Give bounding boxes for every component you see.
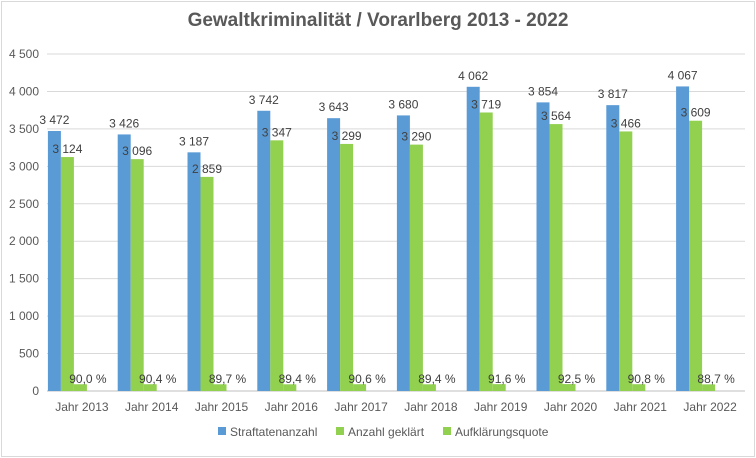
bar-aufklaerungsquote <box>143 384 157 391</box>
data-label-aufklaerungsquote: 89,7 % <box>209 372 247 386</box>
x-tick-label: Jahr 2021 <box>614 400 668 414</box>
bar-aufklaerungsquote <box>213 384 227 391</box>
x-tick-label: Jahr 2020 <box>544 400 598 414</box>
bar-anzahl-geklaert <box>479 112 493 391</box>
data-label-anzahl-geklaert: 3 466 <box>611 116 641 130</box>
bar-aufklaerungsquote <box>422 384 436 391</box>
legend-anzahl-geklaert-swatch <box>336 427 344 435</box>
bar-straftatenanzahl <box>466 86 480 391</box>
y-tick-label: 4 500 <box>9 47 39 61</box>
data-label-anzahl-geklaert: 3 609 <box>681 106 711 120</box>
y-tick-label: 1 500 <box>9 272 39 286</box>
bar-aufklaerungsquote <box>73 384 87 391</box>
data-label-aufklaerungsquote: 88,7 % <box>697 372 735 386</box>
y-tick-label: 0 <box>32 384 39 398</box>
x-tick-label: Jahr 2018 <box>404 400 458 414</box>
bar-aufklaerungsquote <box>492 384 506 391</box>
bar-straftatenanzahl <box>327 118 341 391</box>
y-tick-label: 3 500 <box>9 122 39 136</box>
bar-anzahl-geklaert <box>130 159 144 391</box>
bar-aufklaerungsquote <box>283 384 297 391</box>
bar-anzahl-geklaert <box>270 140 284 391</box>
bar-aufklaerungsquote <box>702 384 716 391</box>
bar-aufklaerungsquote <box>353 384 367 391</box>
data-label-straftatenanzahl: 4 067 <box>668 68 698 82</box>
x-tick-label: Jahr 2014 <box>125 400 179 414</box>
legend-aufklaerungsquote-label: Aufklärungsquote <box>455 425 549 439</box>
data-label-straftatenanzahl: 3 643 <box>319 100 349 114</box>
data-label-straftatenanzahl: 3 187 <box>179 134 209 148</box>
data-label-anzahl-geklaert: 3 124 <box>52 142 82 156</box>
y-tick-label: 500 <box>19 347 39 361</box>
bar-straftatenanzahl <box>117 134 131 391</box>
bar-anzahl-geklaert <box>340 143 354 391</box>
data-label-anzahl-geklaert: 3 096 <box>122 144 152 158</box>
data-label-aufklaerungsquote: 89,4 % <box>418 372 456 386</box>
bar-aufklaerungsquote <box>632 384 646 391</box>
data-label-aufklaerungsquote: 90,8 % <box>628 372 666 386</box>
y-tick-label: 2 500 <box>9 197 39 211</box>
chart-title: Gewaltkriminalität / Vorarlberg 2013 - 2… <box>187 10 569 31</box>
bar-straftatenanzahl <box>396 115 410 392</box>
bar-anzahl-geklaert <box>60 157 74 391</box>
data-label-anzahl-geklaert: 3 719 <box>471 97 501 111</box>
data-label-aufklaerungsquote: 92,5 % <box>558 372 596 386</box>
bar-straftatenanzahl <box>187 152 201 391</box>
bar-aufklaerungsquote <box>562 384 576 391</box>
legend-aufklaerungsquote-swatch <box>443 427 451 435</box>
x-tick-label: Jahr 2015 <box>195 400 249 414</box>
legend-anzahl-geklaert-label: Anzahl geklärt <box>348 425 425 439</box>
data-label-aufklaerungsquote: 90,6 % <box>348 372 386 386</box>
data-label-anzahl-geklaert: 3 290 <box>401 130 431 144</box>
data-label-aufklaerungsquote: 90,4 % <box>139 372 177 386</box>
y-tick-label: 4 000 <box>9 84 39 98</box>
data-label-aufklaerungsquote: 90,0 % <box>69 372 107 386</box>
bar-straftatenanzahl <box>536 102 550 391</box>
bar-straftatenanzahl <box>257 110 271 391</box>
legend-straftatenanzahl-swatch <box>218 427 226 435</box>
data-label-anzahl-geklaert: 3 299 <box>332 129 362 143</box>
bar-straftatenanzahl <box>676 86 690 392</box>
bar-straftatenanzahl <box>606 105 620 391</box>
data-label-straftatenanzahl: 4 062 <box>458 69 488 83</box>
x-tick-label: Jahr 2016 <box>265 400 319 414</box>
bar-anzahl-geklaert <box>200 176 214 391</box>
x-tick-label: Jahr 2022 <box>683 400 737 414</box>
data-label-straftatenanzahl: 3 817 <box>598 87 628 101</box>
data-label-anzahl-geklaert: 2 859 <box>192 162 222 176</box>
bar-straftatenanzahl <box>47 130 61 391</box>
x-tick-label: Jahr 2013 <box>55 400 109 414</box>
bar-anzahl-geklaert <box>549 124 563 391</box>
data-label-aufklaerungsquote: 91,6 % <box>488 372 526 386</box>
bar-anzahl-geklaert <box>619 131 633 391</box>
bar-anzahl-geklaert <box>409 144 423 391</box>
data-label-aufklaerungsquote: 89,4 % <box>279 372 317 386</box>
data-label-straftatenanzahl: 3 472 <box>39 113 69 127</box>
data-label-straftatenanzahl: 3 680 <box>388 97 418 111</box>
data-label-straftatenanzahl: 3 854 <box>528 84 558 98</box>
data-label-straftatenanzahl: 3 742 <box>249 93 279 107</box>
data-label-straftatenanzahl: 3 426 <box>109 116 139 130</box>
y-tick-label: 3 000 <box>9 159 39 173</box>
data-label-anzahl-geklaert: 3 564 <box>541 109 571 123</box>
data-label-anzahl-geklaert: 3 347 <box>262 125 292 139</box>
x-tick-label: Jahr 2017 <box>334 400 388 414</box>
y-tick-label: 2 000 <box>9 234 39 248</box>
bar-anzahl-geklaert <box>689 120 703 391</box>
legend-straftatenanzahl-label: Straftatenanzahl <box>230 425 317 439</box>
y-tick-label: 1 000 <box>9 309 39 323</box>
x-tick-label: Jahr 2019 <box>474 400 528 414</box>
